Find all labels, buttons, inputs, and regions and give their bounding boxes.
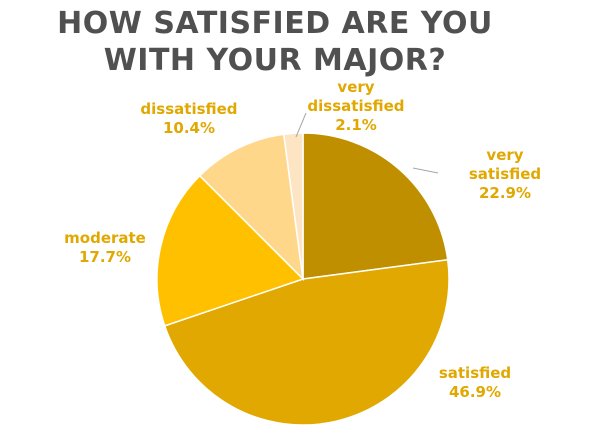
pie-slices <box>156 132 450 426</box>
pie-slice-satisfied <box>163 258 450 426</box>
pie-slice-very-satisfied <box>302 132 449 280</box>
data-label-dissatisfied: dissatisfied 10.4% <box>140 100 237 137</box>
slice-labels: very satisfied 22.9% satisfied 46.9% moderate… <box>64 78 541 401</box>
pie-slice-dissatisfied <box>198 133 305 282</box>
data-label-moderate: moderate 17.7% <box>64 229 146 266</box>
leader-line-very-satisfied <box>412 167 439 174</box>
data-label-satisfied: satisfied 46.9% <box>439 364 511 401</box>
leader-line-very-dissatisfied <box>295 112 307 138</box>
data-label-very-satisfied: very satisfied 22.9% <box>469 146 541 202</box>
chart-title-line-2: WITH YOUR MAJOR? <box>104 43 447 78</box>
data-label-very-dissatisfied: very dissatisfied 2.1% <box>307 78 404 134</box>
chart-title: HOW SATISFIED ARE YOU WITH YOUR MAJOR? <box>57 6 493 78</box>
pie-slice-moderate <box>156 174 305 327</box>
pie-slice-very-dissatisfied <box>282 132 304 280</box>
leader-lines <box>295 112 439 174</box>
chart-title-line-1: HOW SATISFIED ARE YOU <box>57 6 493 41</box>
